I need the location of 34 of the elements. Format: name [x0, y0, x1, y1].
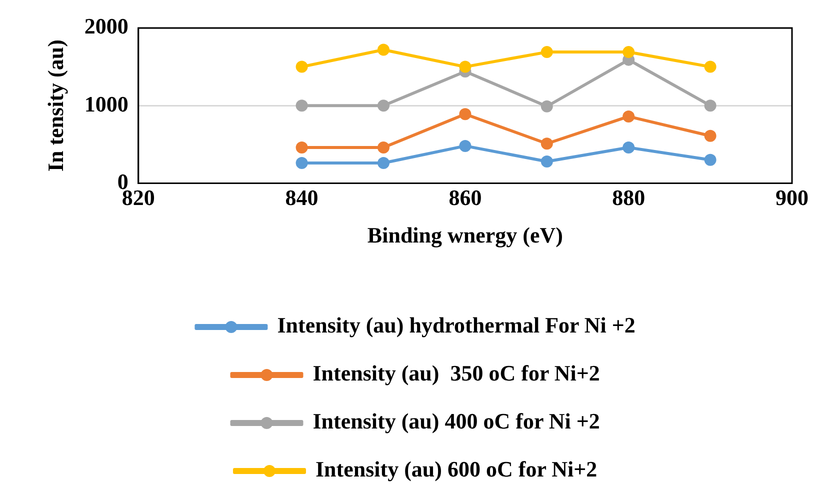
point	[622, 142, 635, 154]
y-axis-title: In tensity (au)	[42, 40, 68, 172]
x-tick-label: 860	[448, 185, 482, 210]
point	[704, 100, 716, 112]
point	[378, 44, 390, 56]
legend-label: Intensity (au) 350 oC for Ni+2	[312, 360, 600, 386]
point	[540, 100, 553, 112]
point	[296, 142, 308, 154]
point	[540, 155, 553, 168]
point	[540, 138, 553, 150]
point	[296, 60, 308, 73]
point	[704, 154, 716, 166]
x-tick-label: 840	[285, 185, 318, 210]
point	[459, 60, 472, 73]
legend-label: Intensity (au) 400 oC for Ni +2	[312, 408, 600, 434]
point	[378, 142, 390, 154]
point	[459, 108, 472, 120]
point	[378, 100, 390, 112]
x-axis-title: Binding wnergy (eV)	[367, 222, 563, 248]
x-tick-label: 900	[776, 185, 808, 210]
point	[622, 46, 635, 58]
y-tick-label: 2000	[84, 14, 128, 39]
legend-label: Intensity (au) 600 oC for Ni+2	[315, 456, 598, 482]
y-tick-label: 1000	[84, 91, 128, 116]
point	[459, 140, 472, 152]
point	[296, 157, 308, 170]
point	[622, 110, 635, 122]
point	[704, 60, 716, 73]
point	[378, 157, 390, 170]
point	[704, 130, 716, 142]
point	[540, 46, 553, 58]
x-tick-label: 880	[612, 185, 646, 210]
legend-label: Intensity (au) hydrothermal For Ni +2	[277, 312, 636, 338]
point	[296, 100, 308, 112]
